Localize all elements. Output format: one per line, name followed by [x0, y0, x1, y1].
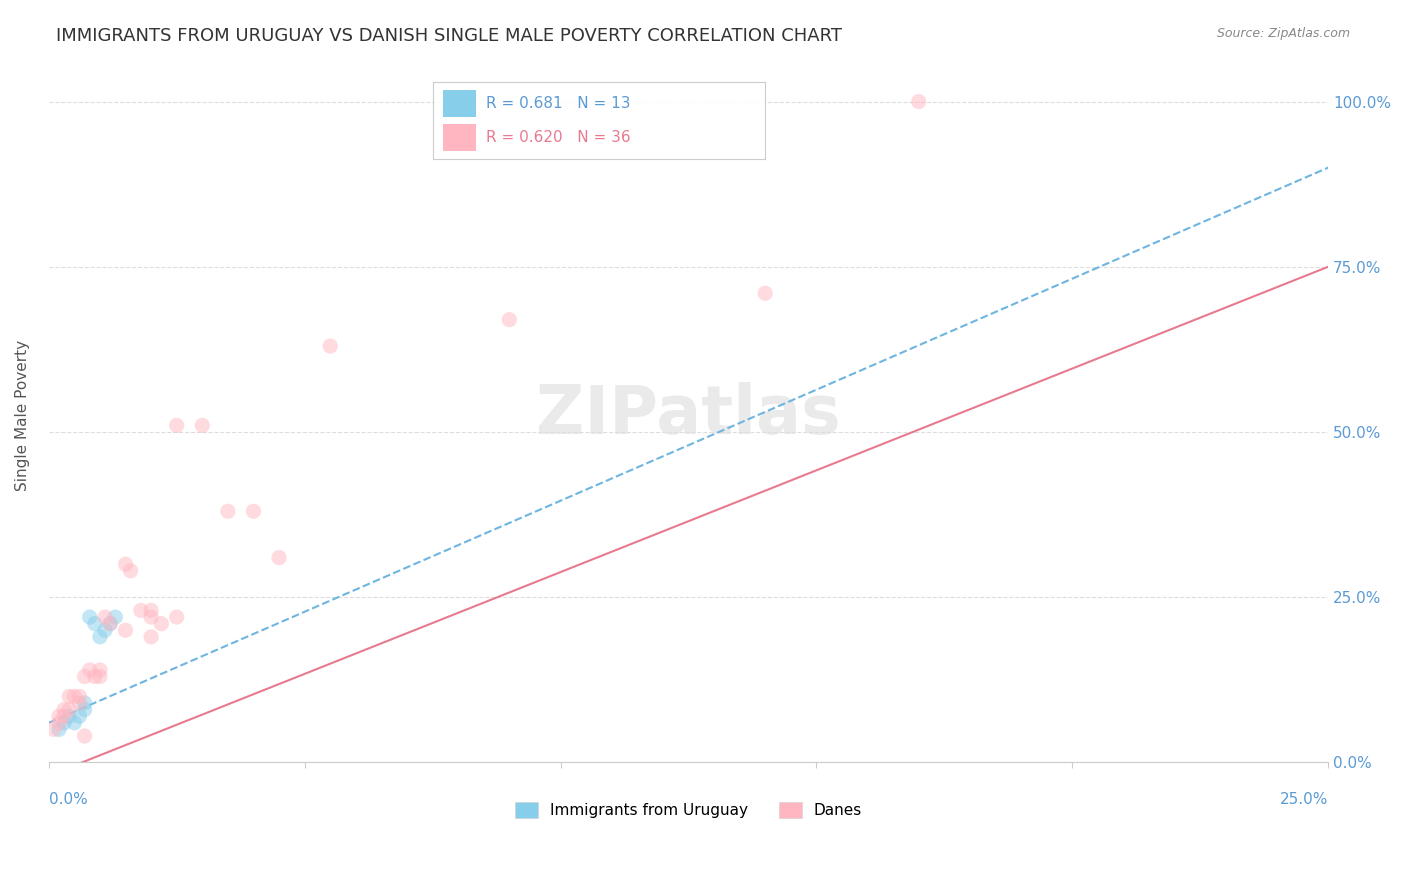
Point: [120, 564, 142, 578]
Point: [139, 630, 162, 644]
Point: [73, 702, 96, 716]
Point: [94, 624, 117, 638]
Point: [498, 312, 520, 326]
Point: [73, 729, 96, 743]
Text: IMMIGRANTS FROM URUGUAY VS DANISH SINGLE MALE POVERTY CORRELATION CHART: IMMIGRANTS FROM URUGUAY VS DANISH SINGLE…: [56, 27, 842, 45]
Point: [150, 616, 173, 631]
Point: [98, 616, 121, 631]
Point: [166, 610, 188, 624]
Point: [69, 696, 91, 710]
Point: [83, 616, 105, 631]
Point: [267, 550, 290, 565]
Text: ZIPatlas: ZIPatlas: [536, 383, 841, 449]
Point: [114, 557, 136, 571]
Point: [79, 610, 101, 624]
Point: [191, 418, 214, 433]
Point: [69, 690, 91, 704]
Point: [79, 663, 101, 677]
Point: [69, 709, 91, 723]
Point: [907, 95, 929, 109]
Point: [754, 286, 776, 301]
Point: [58, 690, 80, 704]
Point: [139, 603, 162, 617]
Point: [48, 709, 70, 723]
Point: [139, 610, 162, 624]
Point: [73, 696, 96, 710]
Point: [89, 663, 111, 677]
Point: [242, 504, 264, 518]
Point: [83, 669, 105, 683]
Point: [63, 715, 86, 730]
Point: [104, 610, 127, 624]
Point: [53, 715, 76, 730]
Point: [42, 723, 65, 737]
Point: [53, 709, 76, 723]
Point: [73, 669, 96, 683]
Point: [48, 715, 70, 730]
Point: [48, 723, 70, 737]
Y-axis label: Single Male Poverty: Single Male Poverty: [15, 340, 30, 491]
Point: [98, 616, 121, 631]
Point: [166, 418, 188, 433]
Text: Source: ZipAtlas.com: Source: ZipAtlas.com: [1216, 27, 1350, 40]
Point: [319, 339, 342, 353]
Text: 0.0%: 0.0%: [49, 792, 87, 807]
Point: [129, 603, 152, 617]
Legend: Immigrants from Uruguay, Danes: Immigrants from Uruguay, Danes: [509, 796, 868, 824]
Point: [53, 702, 76, 716]
Point: [58, 702, 80, 716]
Point: [63, 690, 86, 704]
Point: [89, 669, 111, 683]
Text: 25.0%: 25.0%: [1279, 792, 1329, 807]
Point: [89, 630, 111, 644]
Point: [94, 610, 117, 624]
Point: [114, 624, 136, 638]
Point: [217, 504, 239, 518]
Point: [58, 709, 80, 723]
